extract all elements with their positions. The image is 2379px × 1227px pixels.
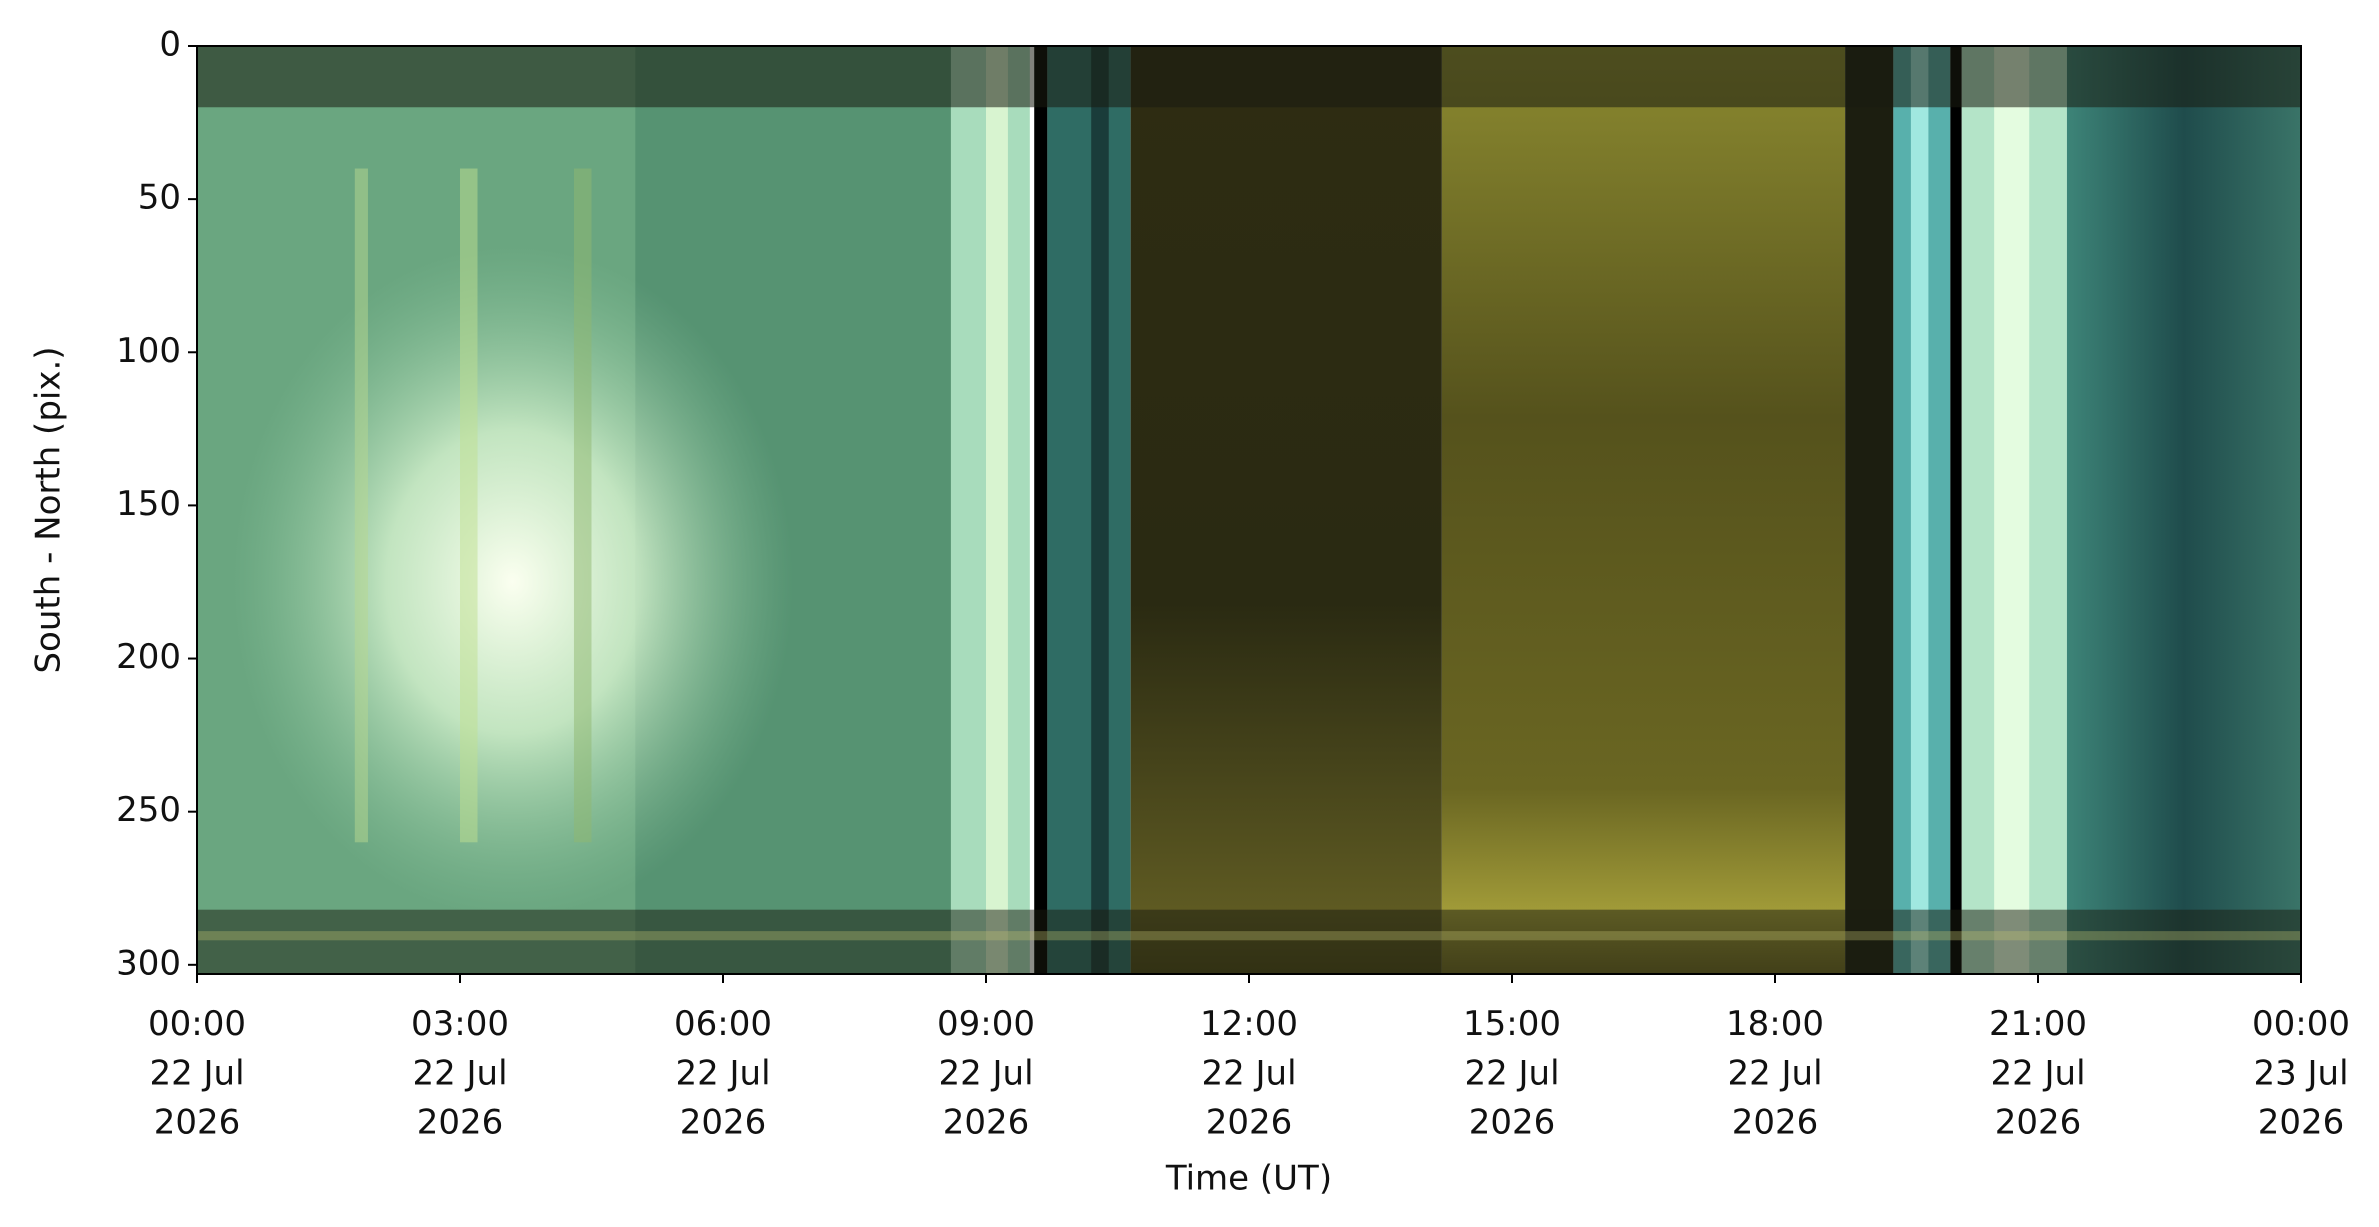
y-tick-label: 0 bbox=[159, 25, 181, 65]
y-tick-label: 150 bbox=[116, 484, 181, 524]
x-tick-label: 18:00 22 Jul 2026 bbox=[1726, 1004, 1824, 1143]
y-tick-label: 250 bbox=[116, 790, 181, 830]
x-axis-label: Time (UT) bbox=[1165, 1159, 1332, 1199]
y-tick-label: 200 bbox=[116, 637, 181, 677]
keogram-image bbox=[197, 46, 2301, 974]
x-tick-label: 06:00 22 Jul 2026 bbox=[674, 1004, 772, 1143]
x-tick-label: 03:00 22 Jul 2026 bbox=[411, 1004, 509, 1143]
y-tick-label: 50 bbox=[138, 178, 181, 218]
x-tick-label: 12:00 22 Jul 2026 bbox=[1200, 1004, 1298, 1143]
x-tick-label: 00:00 22 Jul 2026 bbox=[148, 1004, 246, 1143]
x-tick-label: 21:00 22 Jul 2026 bbox=[1989, 1004, 2087, 1143]
x-tick-label: 09:00 22 Jul 2026 bbox=[937, 1004, 1035, 1143]
y-axis-label: South - North (pix.) bbox=[29, 346, 69, 673]
y-tick-label: 100 bbox=[116, 331, 181, 371]
x-tick-label: 15:00 22 Jul 2026 bbox=[1463, 1004, 1561, 1143]
y-tick-label: 300 bbox=[116, 943, 181, 983]
x-tick-label: 00:00 23 Jul 2026 bbox=[2252, 1004, 2350, 1143]
